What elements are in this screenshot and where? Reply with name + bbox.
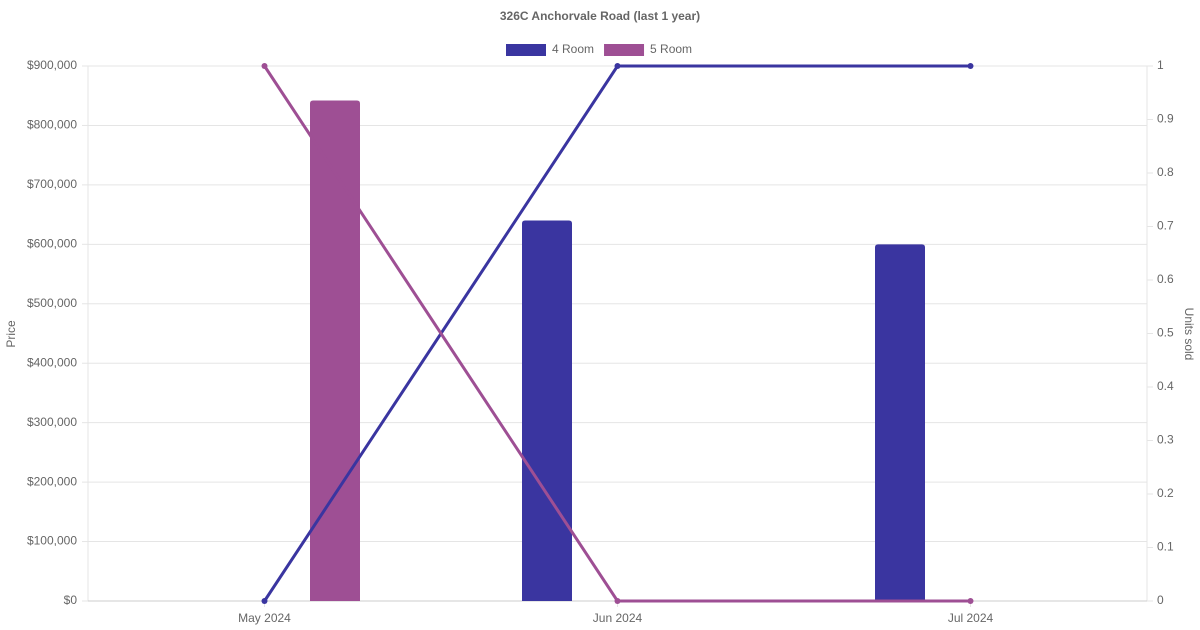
legend-label: 5 Room: [650, 42, 692, 56]
bar: [522, 220, 572, 602]
y2-tick-label: 0.4: [1157, 379, 1174, 393]
y-axis-title: Price: [4, 320, 18, 348]
x-tick-label: May 2024: [238, 611, 291, 625]
y-tick-label: $400,000: [27, 355, 77, 369]
line-point: [614, 598, 621, 604]
y2-tick-label: 0.1: [1157, 540, 1174, 554]
y-tick-label: $100,000: [27, 534, 77, 548]
legend-label: 4 Room: [552, 42, 594, 56]
bar: [875, 244, 925, 602]
line-point: [261, 598, 268, 604]
line-point: [967, 63, 974, 69]
y2-tick-label: 0.9: [1157, 112, 1174, 126]
y2-tick-label: 1: [1157, 58, 1164, 72]
y2-tick-label: 0: [1157, 593, 1164, 607]
line: [263, 65, 971, 603]
y-tick-label: $800,000: [27, 118, 77, 132]
legend-swatch: [506, 44, 546, 56]
line-point: [614, 63, 621, 69]
y2-tick-label: 0.5: [1157, 326, 1174, 340]
line: [263, 64, 971, 602]
x-tick-label: Jul 2024: [948, 611, 994, 625]
y-tick-label: $900,000: [27, 58, 77, 72]
y2-tick-label: 0.3: [1157, 433, 1174, 447]
y-tick-label: $0: [64, 593, 78, 607]
y2-tick-label: 0.6: [1157, 272, 1174, 286]
y2-tick-label: 0.8: [1157, 165, 1174, 179]
y-tick-label: $200,000: [27, 474, 77, 488]
chart-title: 326C Anchorvale Road (last 1 year): [500, 9, 700, 23]
y2-axis-title: Units sold: [1182, 308, 1196, 361]
x-tick-label: Jun 2024: [593, 611, 643, 625]
y-tick-label: $300,000: [27, 415, 77, 429]
y-tick-label: $600,000: [27, 237, 77, 251]
y2-tick-label: 0.7: [1157, 219, 1174, 233]
line-point: [967, 598, 974, 604]
line-point: [261, 63, 268, 69]
y-tick-label: $700,000: [27, 177, 77, 191]
legend-swatch: [604, 44, 645, 56]
y-tick-label: $500,000: [27, 296, 77, 310]
y2-tick-label: 0.2: [1157, 486, 1174, 500]
